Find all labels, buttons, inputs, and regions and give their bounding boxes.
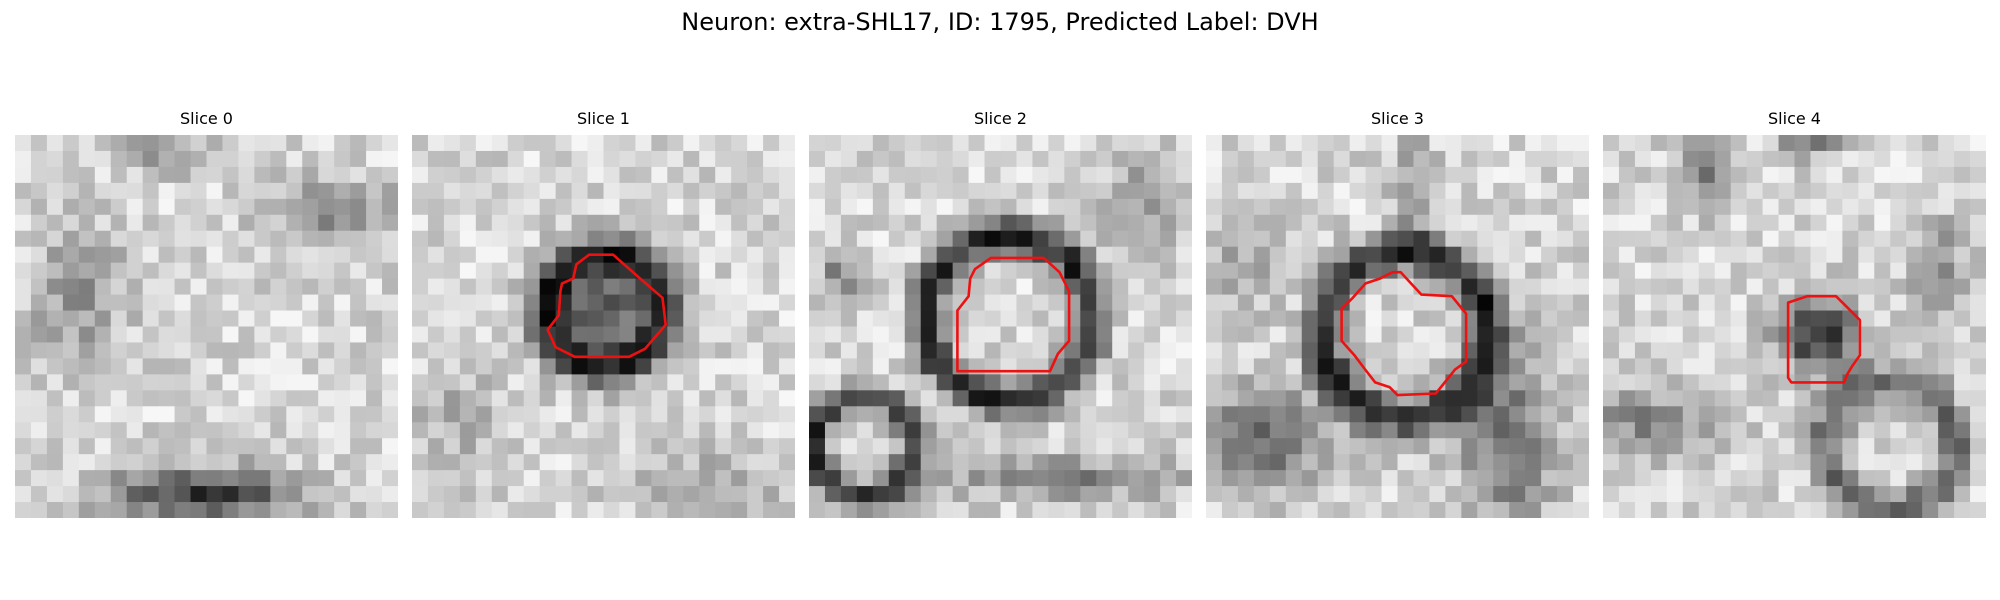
slice-image	[1206, 135, 1589, 518]
slice-panel-4: Slice 4	[1603, 108, 1986, 518]
slice-panel-0: Slice 0	[15, 108, 398, 518]
segmentation-contour	[956, 256, 1071, 373]
slice-panel-3: Slice 3	[1206, 108, 1589, 518]
slice-image	[412, 135, 795, 518]
slice-panel-2: Slice 2	[809, 108, 1192, 518]
slice-title: Slice 3	[1371, 109, 1424, 128]
figure-title: Neuron: extra-SHL17, ID: 1795, Predicted…	[681, 8, 1319, 36]
slice-title: Slice 4	[1768, 109, 1821, 128]
slice-title: Slice 0	[180, 109, 233, 128]
slice-image	[1603, 135, 1986, 518]
slice-title: Slice 2	[974, 109, 1027, 128]
segmentation-contour	[546, 253, 667, 359]
segmentation-contour	[1340, 270, 1468, 397]
slice-title: Slice 1	[577, 109, 630, 128]
segmentation-contour	[1786, 294, 1862, 384]
slice-panel-1: Slice 1	[412, 108, 795, 518]
slice-image	[809, 135, 1192, 518]
slice-image	[15, 135, 398, 518]
